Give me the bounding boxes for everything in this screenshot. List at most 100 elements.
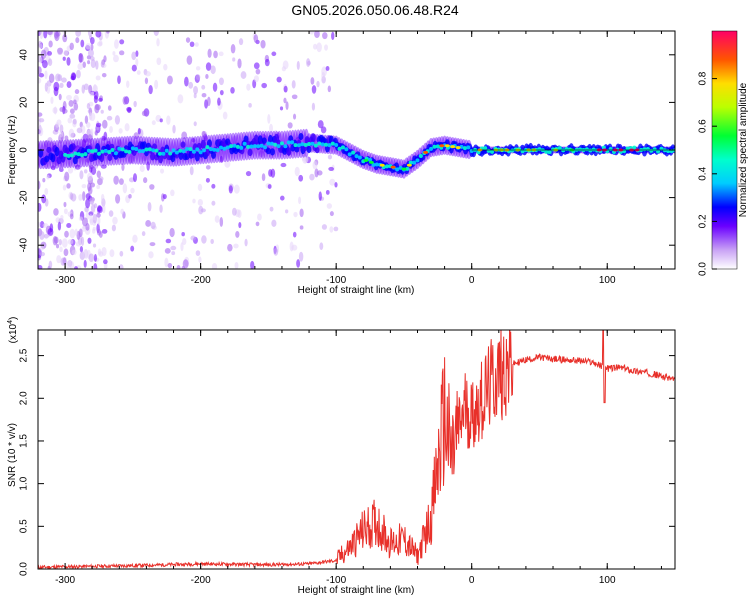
noise-blob [63, 49, 69, 56]
noise-blob [84, 115, 89, 124]
bright-blob [347, 152, 352, 157]
noise-blob [316, 42, 322, 53]
bright-blob [340, 145, 345, 150]
noise-blob [80, 136, 84, 146]
bright-blob [462, 146, 467, 151]
bright-blob [154, 148, 159, 153]
noise-blob [164, 247, 171, 254]
noise-blob [253, 34, 259, 43]
noise-blob [128, 193, 132, 199]
noise-blob [154, 79, 159, 90]
noise-blob [87, 134, 93, 144]
noise-blob [270, 168, 276, 178]
noise-blob [38, 126, 44, 137]
noise-blob [151, 120, 156, 126]
x-tick-label: -200 [191, 575, 211, 586]
noise-blob [55, 122, 59, 128]
noise-blob [141, 110, 148, 117]
noise-blob [117, 139, 122, 147]
noise-blob [164, 257, 169, 268]
noise-blob [217, 97, 221, 106]
bright-blob [283, 144, 288, 149]
bright-blob [466, 145, 471, 150]
bright-blob [483, 146, 488, 151]
core-blob [298, 133, 304, 141]
bright-blob [229, 144, 234, 149]
bright-blob [632, 145, 637, 150]
bright-blob [103, 148, 108, 153]
noise-blob [102, 204, 106, 214]
bright-blob [537, 147, 542, 152]
noise-blob [109, 249, 115, 258]
noise-blob [238, 222, 242, 229]
bright-blob [625, 146, 630, 151]
noise-blob [318, 191, 322, 201]
colorbar-gradient [711, 30, 738, 270]
noise-blob [292, 231, 297, 238]
noise-blob [333, 226, 339, 232]
noise-blob [108, 210, 114, 217]
noise-blob [122, 183, 128, 194]
noise-blob [69, 108, 75, 114]
bright-blob [107, 150, 112, 155]
noise-blob [38, 118, 45, 123]
noise-blob [291, 94, 298, 100]
noise-blob [55, 73, 61, 82]
bright-blob [435, 144, 440, 149]
x-tick-label: -300 [55, 275, 75, 286]
noise-blob [85, 211, 90, 220]
noise-blob [205, 165, 211, 170]
bright-blob [212, 147, 217, 152]
y-tick-label: -20 [19, 190, 30, 205]
bright-blob [266, 141, 271, 146]
noise-blob [130, 187, 135, 194]
noise-blob [44, 188, 49, 195]
noise-blob [201, 130, 206, 138]
bright-blob [157, 151, 162, 156]
bright-blob [324, 142, 329, 147]
noise-blob [320, 126, 327, 134]
noise-blob [59, 107, 64, 112]
bright-blob [405, 166, 410, 171]
noise-blob [170, 245, 177, 251]
colorbar: 0.0 0.2 0.4 0.6 0.8 Normalized spectral ampl… [698, 30, 749, 276]
noise-blob [119, 50, 125, 56]
bright-blob [147, 147, 152, 152]
noise-blob [93, 254, 98, 262]
noise-blob [253, 75, 259, 83]
core-blob [180, 141, 186, 148]
noise-blob [184, 76, 189, 87]
noise-blob [235, 134, 240, 139]
noise-blob [82, 61, 86, 68]
noise-blob [189, 41, 195, 48]
noise-blob [95, 163, 99, 169]
noise-blob [47, 58, 53, 67]
spectrogram-x-axis: -300 -200 -100 0 100 [37, 31, 662, 286]
y-tick-label: 0.5 [19, 519, 30, 533]
noise-blob [38, 221, 41, 227]
bright-blob [307, 141, 312, 146]
noise-blob [48, 40, 53, 48]
spectrogram-y-axis: -40 -20 0 20 40 [19, 49, 675, 252]
noise-blob [211, 183, 216, 189]
noise-blob [147, 202, 152, 212]
bright-blob [144, 147, 149, 152]
noise-blob [206, 96, 211, 107]
noise-blob [90, 204, 96, 213]
noise-blob [210, 238, 214, 245]
bright-blob [259, 143, 264, 148]
noise-blob [299, 225, 304, 230]
noise-blob [159, 204, 163, 213]
noise-blob [228, 185, 233, 194]
noise-blob [68, 128, 75, 138]
noise-blob [89, 214, 93, 224]
bright-blob [164, 148, 169, 153]
snr-ylabel: SNR (10 * v/v) [7, 423, 18, 487]
bright-blob [168, 151, 173, 156]
noise-blob [78, 216, 84, 221]
noise-blob [261, 173, 266, 182]
noise-blob [162, 193, 167, 200]
noise-blob [133, 100, 137, 108]
core-blob [269, 148, 275, 156]
bright-blob [354, 154, 359, 159]
